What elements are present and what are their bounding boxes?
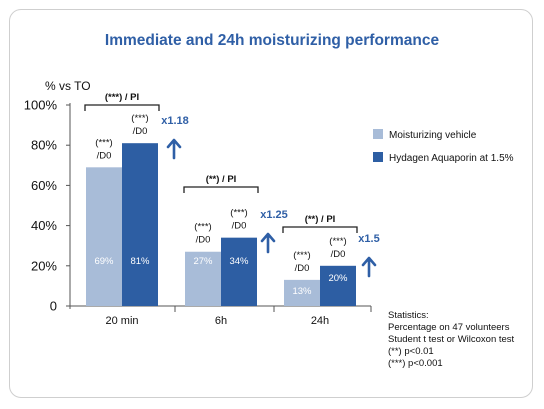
- bar-baseline-label: /D0: [232, 221, 247, 232]
- bar-significance-label: (***): [131, 113, 148, 124]
- group-significance-label: (**) / PI: [305, 214, 336, 225]
- group-significance-label: (**) / PI: [206, 174, 237, 185]
- bar-significance-label: (***): [230, 208, 247, 219]
- y-axis-label: % vs TO: [45, 79, 91, 93]
- x-tick-label: 6h: [215, 315, 227, 327]
- group-significance-label: (***) / PI: [105, 92, 139, 103]
- bar-baseline-label: /D0: [97, 150, 112, 161]
- bar: [122, 143, 158, 306]
- significance-bracket: [84, 104, 160, 111]
- bar: [86, 167, 122, 306]
- bar: [320, 265, 356, 306]
- chart-title: Immediate and 24h moisturizing performan…: [105, 32, 440, 49]
- statistics-line: Percentage on 47 volunteers: [388, 322, 510, 333]
- annotations: (***) /D0 (***) /D0 (***) /D0 (***) /D0 (***) /D0…: [84, 92, 380, 278]
- significance-bracket: [282, 226, 358, 233]
- statistics-note: Statistics:Percentage on 47 volunteersSt…: [388, 310, 515, 369]
- legend-label: Moisturizing vehicle: [389, 130, 477, 141]
- y-tick-label: 80%: [31, 138, 57, 153]
- legend: Moisturizing vehicle Hydagen Aquaporin at…: [373, 129, 514, 164]
- up-arrow-icon: [166, 138, 182, 160]
- bar-value-label: 27%: [193, 256, 213, 267]
- y-tick-label: 40%: [31, 218, 57, 233]
- bars: 69% 27% 13% 81% 34% 20%: [86, 143, 356, 306]
- y-tick-label: 100%: [24, 98, 58, 113]
- up-arrow-icon: [361, 256, 377, 278]
- statistics-line: Statistics:: [388, 310, 429, 321]
- fold-change-label: x1.5: [358, 233, 379, 245]
- bar-significance-label: (***): [194, 222, 211, 233]
- significance-bracket: [183, 186, 259, 193]
- legend-swatch: [373, 129, 383, 139]
- legend-swatch: [373, 152, 383, 162]
- statistics-line: (***) p<0.001: [388, 358, 443, 369]
- fold-change-label: x1.18: [161, 115, 189, 127]
- bar-value-label: 81%: [130, 256, 150, 267]
- bar-significance-label: (***): [95, 137, 112, 148]
- bar-baseline-label: /D0: [295, 263, 310, 274]
- y-tick-label: 60%: [31, 178, 57, 193]
- x-tick-label: 24h: [311, 315, 329, 327]
- bar-significance-label: (***): [329, 236, 346, 247]
- bar-baseline-label: /D0: [196, 235, 211, 246]
- bar-significance-label: (***): [293, 250, 310, 261]
- bar-value-label: 20%: [328, 273, 348, 284]
- bar-baseline-label: /D0: [331, 249, 346, 260]
- statistics-line: Student t test or Wilcoxon test: [388, 334, 515, 345]
- y-tick-label: 0: [50, 299, 57, 314]
- bar-baseline-label: /D0: [133, 126, 148, 137]
- bar-value-label: 69%: [94, 256, 114, 267]
- legend-label: Hydagen Aquaporin at 1.5%: [389, 153, 514, 164]
- bar-value-label: 13%: [292, 286, 312, 297]
- bar: [221, 237, 257, 306]
- bar: [185, 251, 221, 306]
- y-tick-label: 20%: [31, 258, 57, 273]
- bar-value-label: 34%: [229, 256, 249, 267]
- up-arrow-icon: [260, 232, 276, 254]
- x-tick-label: 20 min: [105, 315, 138, 327]
- statistics-line: (**) p<0.01: [388, 346, 434, 357]
- fold-change-label: x1.25: [260, 209, 288, 221]
- bar: [284, 279, 320, 306]
